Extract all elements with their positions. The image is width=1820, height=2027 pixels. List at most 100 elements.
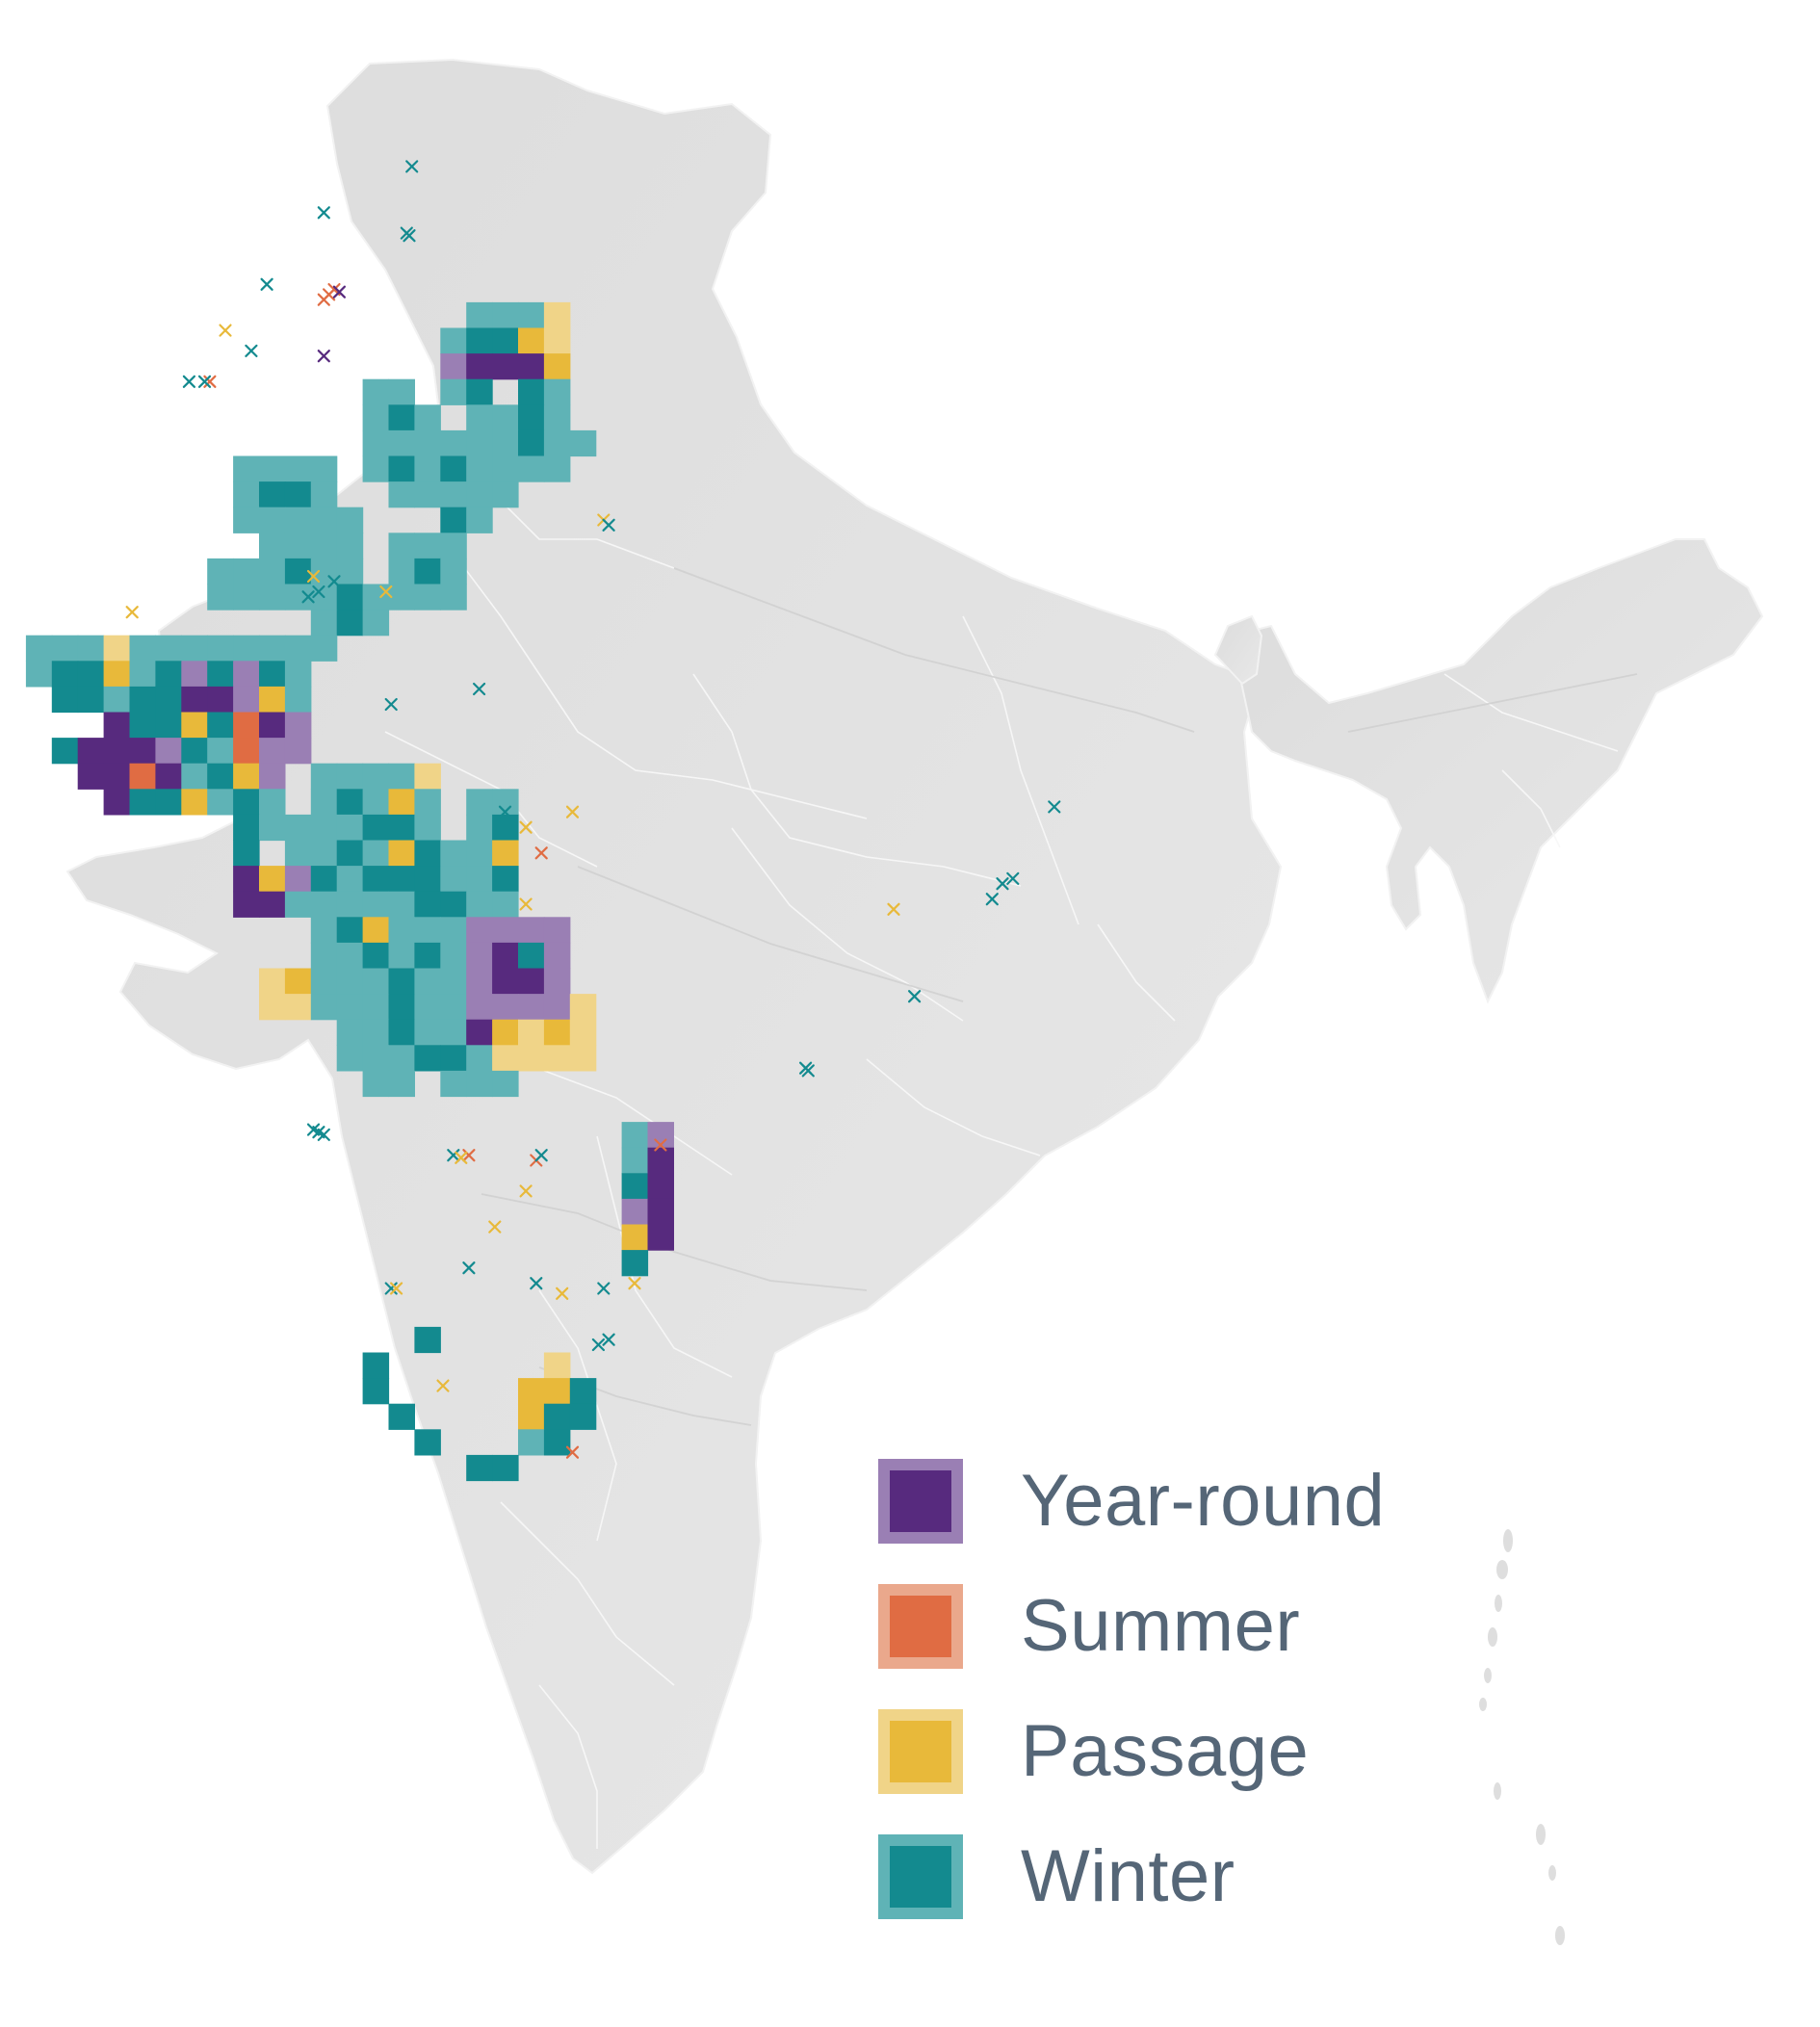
- range-cell-11: [492, 353, 519, 380]
- range-cell-25: [518, 404, 545, 431]
- record-marker-11: [317, 350, 330, 363]
- range-cell-148: [181, 763, 208, 790]
- range-cell-174: [310, 814, 338, 842]
- range-cell-165: [336, 789, 364, 816]
- land-layer: [65, 58, 1764, 1945]
- range-cell-97: [129, 635, 156, 662]
- range-cell-31: [466, 429, 493, 457]
- range-cell-230: [492, 942, 519, 970]
- range-cell-290: [647, 1198, 674, 1226]
- range-cell-82: [259, 584, 286, 611]
- range-cell-228: [440, 942, 467, 970]
- range-cell-307: [543, 1429, 571, 1456]
- range-cell-201: [492, 866, 519, 893]
- range-cells: [25, 301, 674, 1482]
- range-cell-44: [466, 455, 493, 482]
- range-cell-249: [362, 994, 390, 1021]
- range-cell-224: [336, 942, 364, 970]
- range-cell-243: [518, 968, 545, 995]
- range-cell-133: [284, 712, 312, 739]
- range-cell-156: [414, 763, 441, 790]
- record-marker-57: [591, 1338, 606, 1352]
- range-cell-45: [492, 455, 519, 482]
- range-cell-64: [259, 533, 286, 559]
- range-cell-95: [77, 635, 105, 662]
- range-cell-205: [310, 891, 338, 918]
- range-cell-298: [518, 1378, 545, 1405]
- range-cell-164: [310, 789, 338, 816]
- range-cell-32: [492, 429, 519, 457]
- range-cell-65: [284, 533, 312, 559]
- range-cell-66: [310, 533, 338, 559]
- range-cell-157: [103, 789, 131, 816]
- range-cell-108: [103, 661, 131, 688]
- range-cell-225: [362, 942, 390, 970]
- range-cell-127: [129, 712, 156, 739]
- point-records: [125, 160, 1061, 1459]
- range-cell-283: [621, 1122, 649, 1149]
- range-cell-36: [233, 455, 260, 482]
- record-marker-56: [602, 1333, 615, 1346]
- range-cell-268: [336, 1045, 364, 1072]
- range-cell-246: [284, 994, 312, 1021]
- range-cell-199: [440, 866, 467, 893]
- range-cell-281: [466, 1070, 493, 1098]
- range-cell-270: [388, 1045, 415, 1072]
- range-cell-273: [466, 1045, 493, 1072]
- range-cell-63: [466, 507, 493, 533]
- range-cell-179: [466, 814, 493, 842]
- range-cell-62: [440, 507, 467, 533]
- range-cell-37: [259, 455, 286, 482]
- range-cell-60: [310, 507, 338, 533]
- record-marker-22: [125, 606, 139, 619]
- range-cell-47: [543, 455, 571, 482]
- record-marker-33: [985, 893, 999, 906]
- range-cell-38: [284, 455, 312, 482]
- record-marker-3: [403, 229, 416, 243]
- legend-item-winter: Winter: [878, 1834, 1456, 1960]
- range-cell-274: [492, 1045, 519, 1072]
- range-cell-151: [259, 763, 286, 790]
- record-marker-59: [565, 1445, 580, 1459]
- range-cell-120: [155, 686, 182, 714]
- record-marker-8: [332, 285, 346, 299]
- range-cell-93: [25, 635, 53, 662]
- record-marker-12: [182, 375, 195, 388]
- range-cell-215: [362, 917, 390, 944]
- range-cell-304: [569, 1403, 597, 1430]
- record-marker-4: [260, 277, 273, 291]
- range-cell-22: [414, 404, 441, 431]
- range-cell-166: [362, 789, 390, 816]
- range-cell-178: [414, 814, 441, 842]
- range-cell-94: [51, 635, 79, 662]
- range-cell-186: [388, 840, 415, 867]
- range-cell-6: [492, 327, 519, 354]
- range-cell-266: [543, 1019, 571, 1046]
- range-cell-70: [440, 533, 467, 559]
- record-marker-23: [384, 697, 398, 712]
- range-cell-211: [466, 891, 493, 918]
- range-cell-197: [388, 866, 415, 893]
- range-cell-162: [233, 789, 260, 816]
- range-cell-26: [543, 404, 571, 431]
- range-cell-125: [284, 686, 312, 714]
- range-cell-233: [259, 968, 286, 995]
- range-cell-241: [466, 968, 493, 995]
- range-cell-24: [492, 404, 519, 431]
- range-cell-113: [233, 661, 260, 688]
- legend-item-summer: Summer: [878, 1584, 1456, 1709]
- range-cell-57: [233, 507, 260, 533]
- range-cell-223: [310, 942, 338, 970]
- range-cell-146: [129, 763, 156, 790]
- range-cell-145: [103, 763, 131, 790]
- legend-swatch-winter: [878, 1834, 963, 1919]
- range-cell-213: [310, 917, 338, 944]
- range-cell-131: [233, 712, 260, 739]
- record-marker-40: [312, 1126, 325, 1139]
- range-cell-30: [440, 429, 467, 457]
- record-marker-19: [312, 585, 325, 599]
- range-cell-301: [388, 1403, 415, 1430]
- legend-label-winter: Winter: [1021, 1835, 1235, 1917]
- range-cell-81: [233, 584, 260, 611]
- range-cell-50: [284, 481, 312, 508]
